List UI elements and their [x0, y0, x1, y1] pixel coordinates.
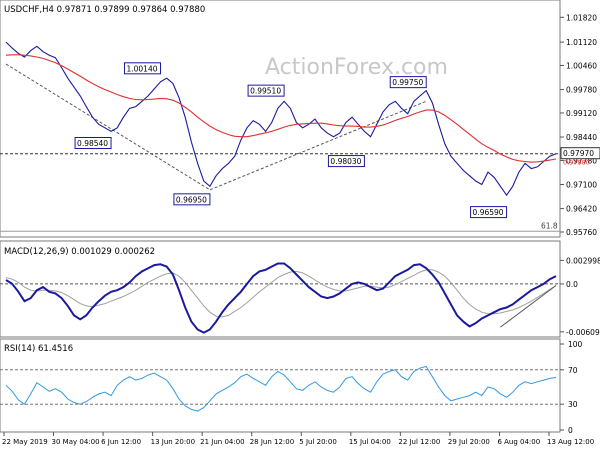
time-tick-label: 13 Jun 20:00 [151, 438, 195, 446]
price-tick-label: 0.99780 [566, 86, 597, 95]
swing-label-box [389, 76, 427, 89]
time-tick-label: 28 Jun 12:00 [250, 438, 294, 446]
time-tick-label: 13 Aug 12:00 [547, 438, 594, 446]
price-tick-label: 0.96420 [566, 205, 597, 214]
rsi-tick-label: 0 [568, 426, 573, 435]
swing-label: 0.98540 [74, 137, 112, 150]
price-tick-label: 0.95760 [566, 228, 597, 237]
time-tick-label: 5 Jul 20:00 [299, 438, 337, 446]
watermark: ActionForex.com [265, 55, 448, 80]
macd-tick-label: 0.0 [566, 280, 578, 289]
rsi-tick-label: 70 [568, 366, 578, 375]
swing-label-box [173, 193, 211, 206]
ma-value-label: 0.97880 [563, 159, 590, 167]
price-header: USDCHF,H4 0.97871 0.97899 0.97864 0.9788… [4, 5, 205, 15]
rsi-line [5, 365, 557, 412]
rsi-tick-label: 30 [568, 400, 578, 409]
swing-label-text: 0.99750 [392, 78, 423, 87]
swing-label-text: 1.00140 [126, 64, 157, 73]
time-tick-label: 22 May 2019 [2, 438, 48, 446]
rsi-axis: 100 70 30 0 [0, 340, 583, 435]
swing-label: 0.99750 [389, 76, 427, 89]
time-tick-label: 30 May 04:00 [52, 438, 100, 446]
moving-average-line [5, 54, 557, 163]
macd-header: MACD(12,26,9) 0.001029 0.000262 [4, 247, 155, 257]
time-tick-label: 6 Jun 12:00 [101, 438, 141, 446]
macd-tick-label: 0.002998 [566, 256, 600, 265]
price-tick-label: 0.98440 [566, 133, 597, 142]
time-tick-label: 29 Jul 20:00 [448, 438, 490, 446]
swing-label-text: 0.98030 [330, 157, 361, 166]
swing-label-text: 0.99510 [250, 87, 281, 96]
fib-level-label: 61.8 [541, 221, 558, 230]
swing-label-box [123, 62, 161, 75]
swing-label: 0.98030 [327, 155, 365, 168]
price-tick-label: 1.01120 [566, 38, 597, 47]
time-tick-label: 6 Aug 04:00 [497, 438, 540, 446]
swing-label-text: 0.98540 [77, 139, 108, 148]
rsi-panel [0, 338, 561, 433]
swing-label-text: 0.96950 [176, 195, 207, 204]
macd-tick-label: -0.006097 [566, 328, 600, 337]
price-series [5, 41, 557, 197]
price-tick-label: 0.97780 [566, 156, 597, 165]
rsi-tick-label: 100 [568, 340, 583, 349]
swing-label-box [74, 137, 112, 150]
macd-line [5, 262, 557, 334]
swing-label-box [327, 155, 365, 168]
price-axis: 1.01820 1.01120 1.00460 0.99780 0.99120 0.984… [560, 13, 600, 237]
time-tick-label: 22 Jul 12:00 [398, 438, 440, 446]
trendline [5, 63, 211, 191]
macd-series [5, 262, 557, 334]
swing-label-box [470, 206, 508, 219]
macd-panel [0, 240, 561, 338]
price-tick-label: 0.97100 [566, 181, 597, 190]
time-axis: 22 May 2019 30 May 04:00 6 Jun 12:00 13 Jun… [2, 432, 594, 446]
price-tick-label: 1.00460 [566, 61, 597, 70]
macd-trendline [500, 285, 557, 328]
price-annotations: 1.00140 0.98540 0.96950 0.99510 0.98030 0.997… [74, 62, 508, 219]
time-tick-label: 15 Jul 04:00 [349, 438, 391, 446]
swing-label: 0.96950 [173, 193, 211, 206]
price-grid: 61.8 [0, 153, 560, 232]
macd-axis: 0.002998 0.0 -0.006097 [0, 256, 600, 337]
swing-label-box [247, 84, 285, 97]
price-tick-label: 1.01820 [566, 13, 597, 22]
price-tick-label: 0.99120 [566, 109, 597, 118]
price-panel [0, 0, 561, 238]
price-line [5, 41, 557, 197]
swing-label: 0.96590 [470, 206, 508, 219]
current-price-box [560, 147, 600, 160]
current-price-label: 0.97970 [563, 149, 594, 158]
swing-label-text: 0.96590 [473, 208, 504, 217]
rsi-header: RSI(14) 61.4516 [4, 344, 73, 354]
time-tick-label: 21 Jun 04:00 [200, 438, 244, 446]
swing-label: 0.99510 [247, 84, 285, 97]
macd-signal-line [5, 269, 557, 318]
rsi-series [5, 365, 557, 412]
trendline [209, 100, 427, 191]
swing-label: 1.00140 [123, 62, 161, 75]
